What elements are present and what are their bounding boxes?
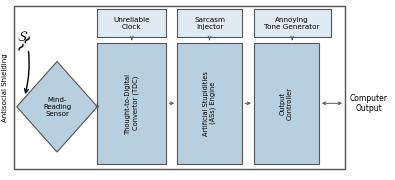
Text: Annoying
Tone Generator: Annoying Tone Generator [264,17,320,30]
Bar [14,6,345,169]
Bar [97,9,166,37]
Text: Computer
Output: Computer Output [350,94,388,113]
Text: Unreliable
Clock: Unreliable Clock [114,17,150,30]
Text: Artificial Stupidities
(ASs) Engine: Artificial Stupidities (ASs) Engine [203,71,216,136]
Text: Output
Controller: Output Controller [280,87,293,120]
Text: Thought-to-Digital
Convertor (TDC): Thought-to-Digital Convertor (TDC) [125,73,139,134]
Text: ~~: ~~ [13,30,37,55]
Text: Mind-
Reading
Sensor: Mind- Reading Sensor [43,97,71,117]
Bar [177,9,242,37]
Bar [177,43,242,164]
Bar [254,43,319,164]
Bar [254,9,331,37]
Text: Sarcasm
Injector: Sarcasm Injector [194,17,225,30]
Polygon shape [17,61,97,152]
Text: $\mathcal{S}$: $\mathcal{S}$ [17,30,28,44]
Text: Antisocial Shielding: Antisocial Shielding [2,53,8,122]
Bar [97,43,166,164]
